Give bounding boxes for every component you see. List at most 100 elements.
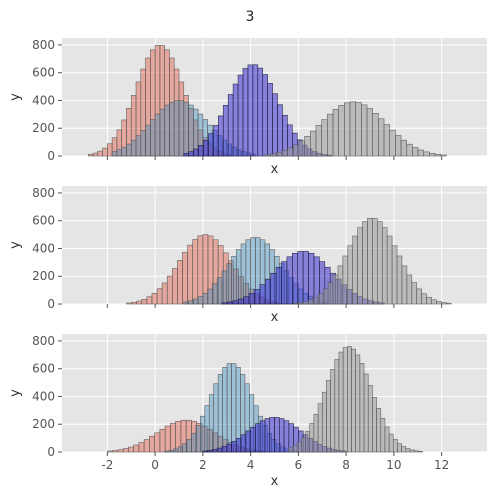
histogram-bar <box>159 428 166 453</box>
series-4 <box>288 346 423 453</box>
histogram-bar <box>121 146 127 157</box>
histogram-bar <box>222 367 228 453</box>
histogram-bar <box>122 448 129 453</box>
histogram-bar <box>226 363 232 453</box>
histogram-bar <box>281 261 288 305</box>
histogram-bar <box>380 418 386 453</box>
histogram-bar <box>208 133 214 157</box>
series-3 <box>183 64 333 157</box>
histogram-bar <box>235 249 242 305</box>
x-tick-label: 8 <box>342 458 350 472</box>
histogram-bar <box>431 299 437 305</box>
histogram-bar <box>337 265 344 305</box>
histogram-bar <box>388 433 394 453</box>
histogram-bar <box>227 94 234 157</box>
histogram-bar <box>231 363 237 453</box>
histogram-bar <box>237 74 244 157</box>
histogram-bar <box>262 74 268 157</box>
x-axis-label: x <box>271 474 279 489</box>
histogram-bar <box>395 135 402 157</box>
histogram-bar <box>412 147 419 157</box>
y-axis-label: y <box>8 241 23 249</box>
y-tick-label: 800 <box>32 334 55 348</box>
histogram-bar <box>166 275 173 305</box>
histogram-bar <box>182 252 188 305</box>
histogram-bar <box>141 299 148 305</box>
histogram-bar <box>313 413 319 453</box>
histogram-bar <box>212 283 218 305</box>
histogram-bar <box>416 288 422 305</box>
histogram-bar <box>436 301 442 305</box>
histogram-bar <box>183 301 189 305</box>
histogram-bar <box>426 296 432 305</box>
histogram-bar <box>327 282 334 305</box>
histogram-bar <box>292 445 298 453</box>
histogram-bar <box>237 298 244 305</box>
histogram-bar <box>417 149 425 157</box>
y-tick-label: 0 <box>47 149 55 163</box>
x-tick-label: 10 <box>386 458 401 472</box>
panel-1: 0 200 400 600 800 x y <box>8 38 487 177</box>
histogram-bar <box>231 441 237 453</box>
histogram-bar <box>297 251 304 305</box>
histogram-bar <box>308 253 315 305</box>
histogram-bar <box>315 125 322 157</box>
histogram-bar <box>221 270 228 305</box>
histogram-bar <box>270 272 277 305</box>
histogram-bar <box>255 423 261 453</box>
histogram-bar <box>401 265 408 305</box>
histogram-bar <box>440 154 447 157</box>
histogram-bar <box>130 139 137 157</box>
histogram-bar <box>317 403 323 453</box>
histogram-bar <box>140 130 146 157</box>
histogram-bar <box>378 118 385 157</box>
y-tick-label: 400 <box>32 389 55 403</box>
histogram-bar <box>172 268 178 305</box>
histogram-bar <box>143 439 150 453</box>
histogram-bar <box>347 245 353 305</box>
histogram-bar <box>292 253 299 305</box>
histogram-bar <box>351 348 356 453</box>
histogram-bar <box>177 446 183 453</box>
histogram-bar <box>317 293 324 305</box>
y-tick-label: 200 <box>32 269 55 283</box>
histogram-bar <box>169 101 175 157</box>
histogram-bar <box>278 418 285 453</box>
histogram-bar <box>102 147 108 157</box>
histogram-bar <box>383 124 391 157</box>
y-tick-label: 0 <box>47 297 55 311</box>
x-tick-label: 0 <box>151 458 159 472</box>
histogram-bar <box>235 438 242 453</box>
x-tick-label: -2 <box>101 458 113 472</box>
histogram-bar <box>191 432 197 453</box>
histogram-bar <box>257 67 264 157</box>
histogram-bar <box>330 368 336 453</box>
histogram-bar <box>283 420 290 453</box>
histogram-bar <box>372 218 378 305</box>
histogram-bar <box>231 256 237 305</box>
histogram-bar <box>281 150 288 157</box>
y-axis-label: y <box>8 389 23 397</box>
histogram-bar <box>342 255 349 305</box>
histogram-bar <box>267 83 273 157</box>
histogram-bar <box>332 108 339 157</box>
histogram-bar <box>264 154 271 157</box>
histogram-bar <box>396 255 403 305</box>
histogram-bar <box>332 274 339 305</box>
histogram-bar <box>386 235 393 305</box>
histogram-bar <box>107 450 113 453</box>
histogram-bar <box>183 101 189 157</box>
histogram-bar <box>178 100 185 157</box>
histogram-bar <box>305 430 311 453</box>
histogram-bar <box>338 105 345 157</box>
histogram-bar <box>170 422 176 453</box>
histogram-bar <box>275 151 283 157</box>
histogram-bar <box>367 218 373 305</box>
histogram-bar <box>321 119 328 157</box>
series-1 <box>107 419 266 453</box>
y-tick-label: 400 <box>32 93 55 107</box>
histogram-bar <box>117 449 124 453</box>
histogram-bar <box>321 391 327 453</box>
x-tick-label: 6 <box>295 458 303 472</box>
